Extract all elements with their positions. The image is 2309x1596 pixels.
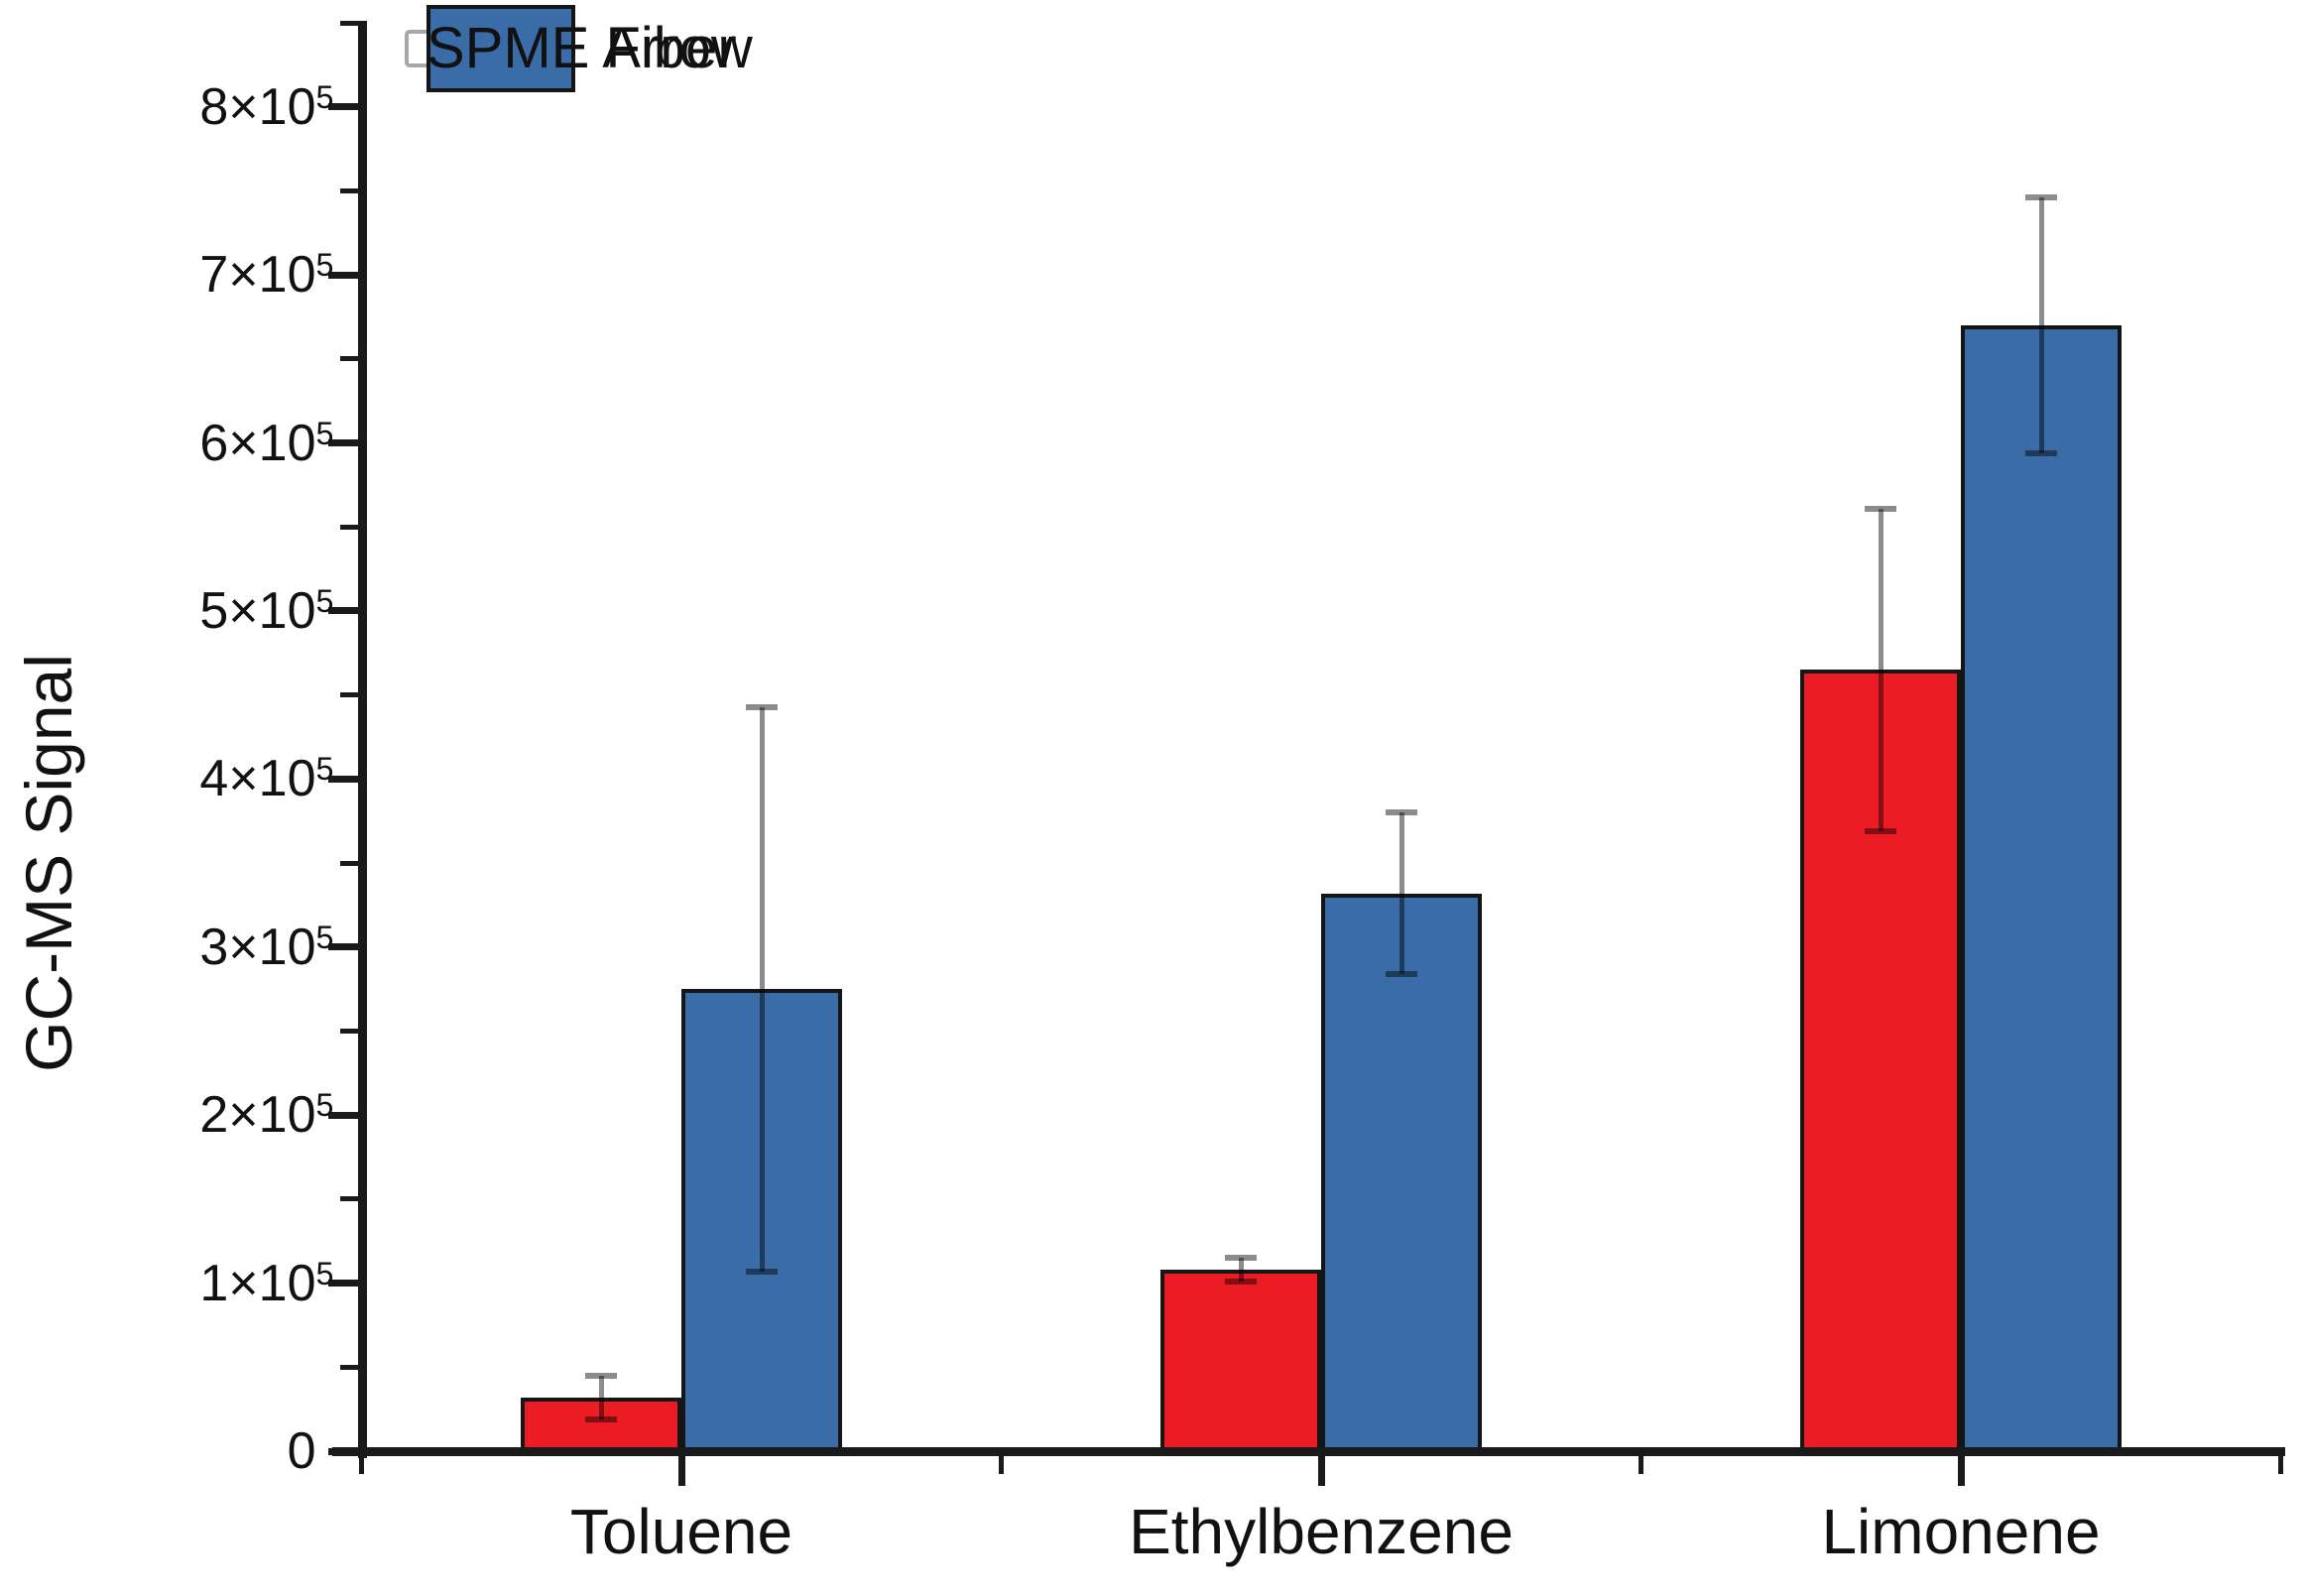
error-bar-cap-top bbox=[1865, 505, 1896, 512]
exponent: 5 bbox=[315, 247, 334, 284]
x-tick-minor bbox=[999, 1453, 1004, 1474]
y-tick-label: 6×10 5 bbox=[199, 414, 334, 472]
y-tick-major bbox=[327, 439, 362, 447]
y-tick-minor bbox=[339, 1028, 362, 1034]
legend-label: SPME Arrow bbox=[426, 16, 753, 80]
y-tick-major bbox=[327, 775, 362, 783]
exponent: 5 bbox=[315, 751, 334, 788]
y-tick-label: 5×10 5 bbox=[199, 581, 334, 640]
error-bar-cap-top bbox=[2025, 194, 2057, 201]
x-tick-label: Limonene bbox=[1821, 1496, 2101, 1567]
y-tick-major bbox=[327, 1280, 362, 1288]
y-tick-label: 2×10 5 bbox=[199, 1086, 334, 1145]
exponent: 5 bbox=[315, 415, 334, 451]
error-bar-cap-bottom bbox=[585, 1415, 617, 1422]
error-bar-cap-top bbox=[585, 1372, 617, 1379]
y-tick-major bbox=[327, 1111, 362, 1119]
error-bar-cap-bottom bbox=[1865, 827, 1896, 834]
y-tick-label: 7×10 5 bbox=[199, 246, 334, 305]
y-tick-label: 3×10 5 bbox=[199, 918, 334, 976]
error-bar-cap-bottom bbox=[746, 1268, 778, 1275]
error-bar-line bbox=[2038, 197, 2044, 453]
x-tick-label: Toluene bbox=[569, 1496, 793, 1567]
error-bar-cap-top bbox=[746, 703, 778, 710]
y-tick-label: 0 bbox=[287, 1422, 316, 1480]
error-bar-cap-top bbox=[1225, 1255, 1257, 1262]
y-tick-minor bbox=[339, 187, 362, 193]
bar-toluene-arrow bbox=[681, 989, 842, 1454]
legend-swatch-arrow bbox=[426, 5, 575, 92]
error-bar-cap-bottom bbox=[1386, 970, 1417, 977]
y-axis-title: GC-MS Signal bbox=[12, 654, 85, 1072]
y-tick-label: 4×10 5 bbox=[199, 750, 334, 808]
y-tick-major bbox=[327, 943, 362, 951]
y-tick-label: 8×10 5 bbox=[199, 77, 334, 136]
y-axis-line bbox=[357, 20, 367, 1458]
y-tick-minor bbox=[339, 860, 362, 866]
x-tick-major bbox=[1957, 1453, 1965, 1486]
error-bar-line bbox=[1238, 1258, 1244, 1282]
error-bar-line bbox=[598, 1375, 604, 1419]
y-tick-minor bbox=[339, 20, 362, 26]
y-tick-major bbox=[327, 271, 362, 279]
y-tick-minor bbox=[339, 1364, 362, 1370]
bar-ethylbenzene-fiber bbox=[1160, 1270, 1321, 1454]
legend: SPME Fiber SPME Arrow bbox=[405, 5, 753, 92]
exponent: 5 bbox=[315, 1255, 334, 1291]
error-bar-cap-top bbox=[1386, 809, 1417, 816]
exponent: 5 bbox=[315, 582, 334, 619]
y-tick-major bbox=[327, 1447, 362, 1455]
bar-limonene-arrow bbox=[1961, 324, 2122, 1454]
y-tick-minor bbox=[339, 356, 362, 362]
x-tick-minor bbox=[359, 1453, 364, 1474]
y-tick-minor bbox=[339, 524, 362, 530]
x-axis-line bbox=[331, 1446, 2285, 1456]
exponent: 5 bbox=[315, 1087, 334, 1124]
error-bar-line bbox=[759, 706, 765, 1272]
x-tick-minor bbox=[1639, 1453, 1643, 1474]
error-bar-line bbox=[1878, 508, 1884, 831]
bar-limonene-fiber bbox=[1800, 670, 1961, 1454]
x-tick-major bbox=[1317, 1453, 1325, 1486]
x-tick-major bbox=[677, 1453, 685, 1486]
exponent: 5 bbox=[315, 919, 334, 955]
exponent: 5 bbox=[315, 78, 334, 115]
error-bar-cap-bottom bbox=[2025, 449, 2057, 456]
y-tick-major bbox=[327, 103, 362, 111]
bar-ethylbenzene-arrow bbox=[1321, 893, 1482, 1454]
y-tick-minor bbox=[339, 692, 362, 698]
x-tick-minor bbox=[2278, 1453, 2283, 1474]
y-tick-label: 1×10 5 bbox=[199, 1254, 334, 1312]
error-bar-line bbox=[1398, 812, 1404, 974]
x-tick-label: Ethylbenzene bbox=[1129, 1496, 1514, 1567]
y-tick-major bbox=[327, 607, 362, 615]
error-bar-cap-bottom bbox=[1225, 1278, 1257, 1285]
y-tick-minor bbox=[339, 1196, 362, 1202]
